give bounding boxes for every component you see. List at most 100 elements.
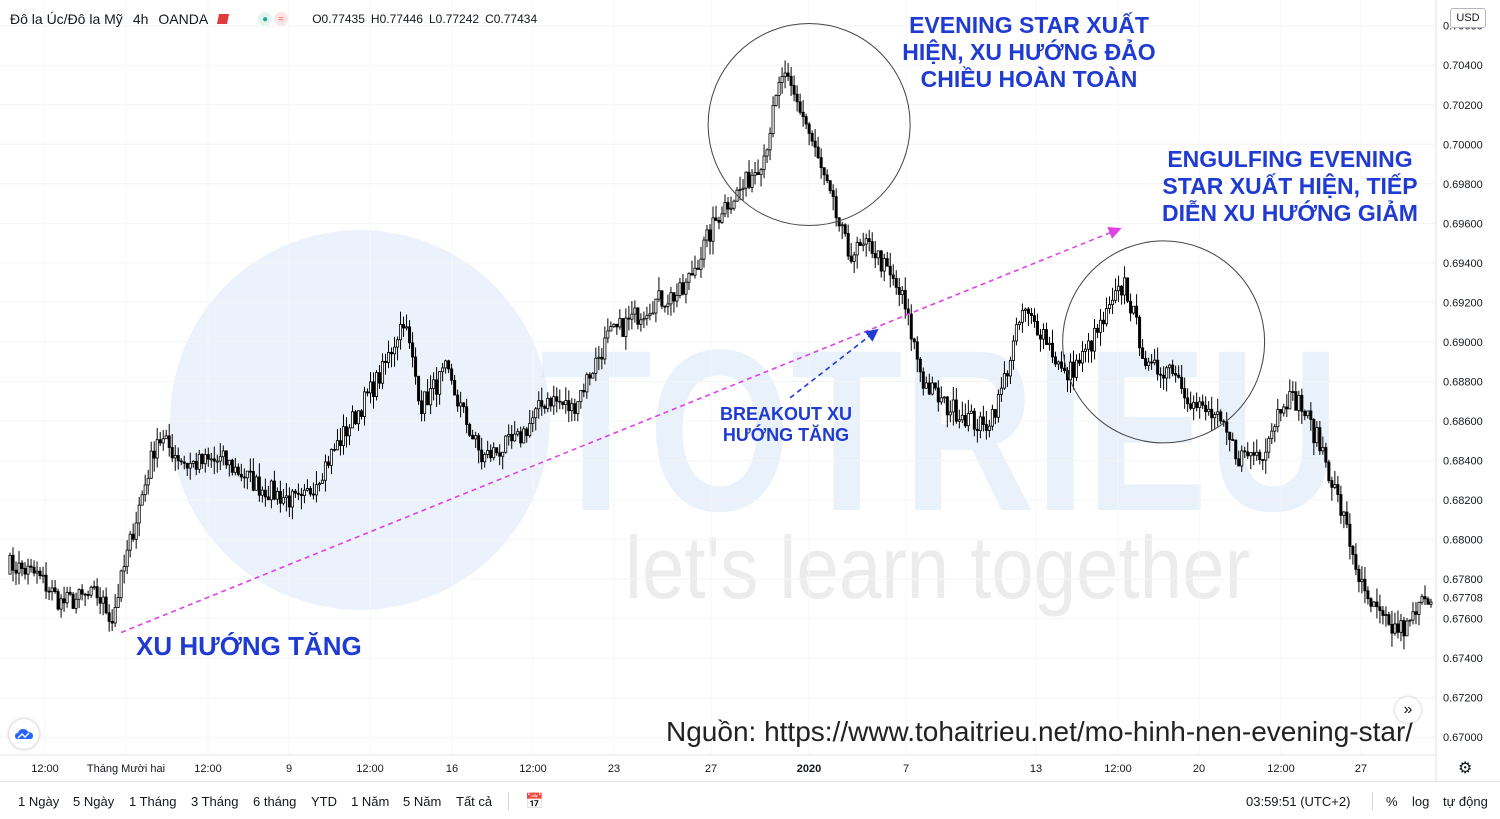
candle	[251, 458, 255, 492]
candle	[1204, 396, 1208, 421]
percent-toggle[interactable]: %	[1386, 794, 1398, 809]
bullish-candle-body	[1075, 359, 1079, 378]
dot-icon[interactable]: ●	[258, 12, 273, 26]
candle	[281, 488, 285, 506]
engulfing-circle[interactable]	[1062, 240, 1266, 444]
candle	[1210, 396, 1214, 432]
bullish-candle-body	[74, 598, 78, 609]
candle	[549, 396, 553, 412]
bearish-candle-body	[83, 593, 87, 596]
bullish-candle-body	[17, 562, 21, 574]
range-5d-button[interactable]: 5 Ngày	[73, 794, 115, 809]
candle	[1044, 322, 1048, 346]
bearish-candle-body	[224, 450, 228, 466]
bearish-candle-body	[1126, 277, 1130, 302]
evening-star-circle[interactable]	[707, 23, 911, 227]
bullish-candle-body	[347, 427, 351, 437]
price-tick-label: 0.67800	[1443, 574, 1483, 586]
price-tick-label: 0.70200	[1443, 100, 1483, 112]
range-1m-button[interactable]: 1 Tháng	[129, 794, 177, 809]
timezone-clock[interactable]: 03:59:51 (UTC+2)	[1246, 794, 1351, 809]
candle	[356, 409, 360, 431]
range-6m-button[interactable]: 6 tháng	[253, 794, 297, 809]
candle	[260, 486, 264, 503]
bullish-candle-body	[140, 494, 144, 506]
bearish-candle-body	[1378, 606, 1382, 611]
bottom-toolbar: 1 Ngày 5 Ngày 1 Tháng 3 Tháng 6 tháng YT…	[0, 781, 1500, 819]
low-value: 0.77242	[435, 12, 480, 26]
date-range-icon[interactable]: 📅	[525, 793, 544, 810]
candle	[41, 566, 45, 584]
candle	[1099, 309, 1103, 346]
bearish-candle-body	[1363, 578, 1367, 592]
bearish-candle-body	[885, 258, 889, 267]
candle	[131, 523, 135, 542]
time-axis[interactable]: 12:00 Tháng Mười hai 12:00 9 12:00 16 12:00 23 2…	[0, 754, 1436, 775]
range-all-button[interactable]: Tất cả	[456, 794, 493, 809]
bearish-candle-body	[53, 587, 57, 592]
breakout-arrow[interactable]	[789, 328, 879, 399]
candle	[23, 562, 27, 580]
range-1d-button[interactable]: 1 Ngày	[18, 794, 60, 809]
bullish-candle-body	[149, 450, 153, 479]
auto-scale-toggle[interactable]: tự động	[1443, 794, 1488, 809]
scroll-to-latest-button[interactable]: »	[1395, 697, 1421, 723]
bearish-candle-body	[510, 434, 514, 442]
bullish-candle-body	[1315, 427, 1319, 444]
bearish-candle-body	[984, 424, 988, 431]
candle	[996, 389, 1000, 423]
candle	[1165, 365, 1169, 392]
candle	[900, 285, 904, 304]
bearish-candle-body	[600, 356, 604, 360]
bullish-candle-body	[1153, 359, 1157, 364]
candle	[636, 307, 640, 330]
bearish-candle-body	[206, 454, 210, 460]
candle	[1105, 297, 1109, 327]
bullish-candle-body	[1408, 619, 1412, 622]
flag-icon[interactable]	[217, 14, 230, 24]
bearish-candle-body	[975, 428, 979, 432]
time-tick-label: 16	[446, 763, 458, 775]
bullish-candle-body	[254, 476, 258, 491]
candle	[801, 100, 805, 127]
candle	[504, 434, 508, 454]
bullish-candle-body	[1360, 578, 1364, 583]
wave-icon[interactable]: ≈	[274, 12, 289, 26]
candle	[1234, 439, 1238, 465]
bullish-candle-body	[780, 76, 784, 83]
currency-button[interactable]: USD	[1450, 8, 1486, 28]
range-5y-button[interactable]: 5 Năm	[403, 794, 442, 809]
log-toggle[interactable]: log	[1412, 794, 1430, 809]
symbol-name[interactable]: Đô la Úc/Đô la Mỹ	[10, 11, 123, 27]
bearish-candle-body	[1135, 305, 1139, 318]
price-axis[interactable]: 0.706000.704000.702000.700000.698000.696…	[1435, 0, 1483, 781]
candle	[678, 278, 682, 299]
range-3m-button[interactable]: 3 Tháng	[191, 794, 239, 809]
bearish-candle-body	[158, 439, 162, 444]
bullish-candle-body	[1273, 426, 1277, 432]
price-tick-label: 0.67000	[1443, 732, 1483, 744]
price-tick-label: 0.69600	[1443, 218, 1483, 230]
time-tick-label: 9	[286, 763, 292, 775]
bearish-candle-body	[251, 471, 255, 491]
bullish-candle-body	[957, 419, 961, 422]
candle	[567, 390, 571, 423]
bullish-candle-body	[657, 290, 661, 300]
tradingview-logo[interactable]	[9, 719, 39, 749]
bullish-candle-body	[855, 242, 859, 256]
candle	[1252, 441, 1256, 466]
bearish-candle-body	[1005, 373, 1009, 377]
bearish-candle-body	[1327, 461, 1331, 481]
range-1y-button[interactable]: 1 Năm	[351, 794, 390, 809]
candle	[645, 306, 649, 326]
divider	[508, 792, 509, 810]
bearish-candle-body	[663, 305, 667, 308]
candle	[1291, 381, 1295, 401]
candle	[110, 609, 114, 632]
bearish-candle-body	[525, 428, 529, 437]
candle	[378, 365, 382, 389]
range-ytd-button[interactable]: YTD	[311, 794, 337, 809]
interval-label[interactable]: 4h	[132, 11, 149, 27]
settings-gear-icon[interactable]: ⚙	[1458, 760, 1473, 777]
